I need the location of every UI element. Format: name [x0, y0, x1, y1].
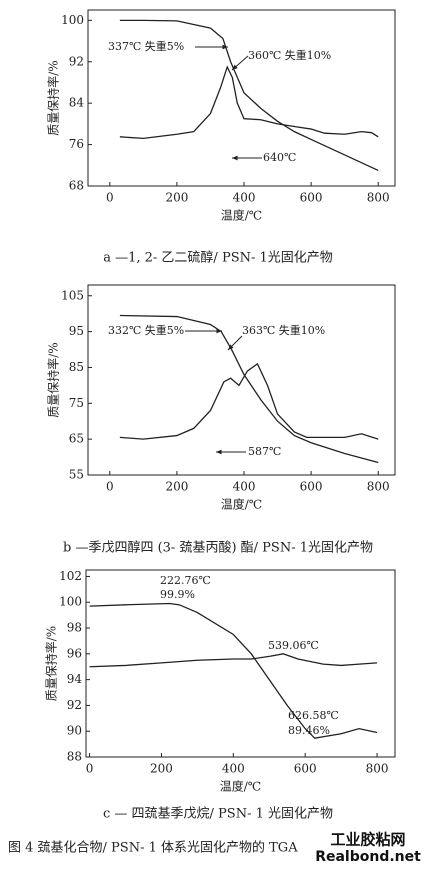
arrow-head	[232, 155, 238, 161]
y-tick-label: 65	[69, 432, 84, 446]
arrow-head	[228, 344, 234, 350]
y-tick-label: 95	[69, 324, 84, 338]
y-tick-label: 98	[67, 621, 82, 635]
chart-caption: a —1, 2- 乙二硫醇/ PSN- 1光固化产物	[103, 250, 333, 266]
chart-caption: c — 四巯基季戊烷/ PSN- 1 光固化产物	[103, 807, 333, 822]
data-line	[89, 602, 378, 739]
x-tick-label: 800	[367, 191, 390, 205]
y-tick-label: 88	[67, 750, 82, 764]
annotation: 222.76℃	[160, 574, 211, 587]
x-tick-label: 600	[300, 480, 323, 494]
x-axis-label: 温度/℃	[221, 208, 262, 223]
y-tick-label: 85	[69, 360, 84, 374]
x-tick-label: 200	[150, 762, 173, 776]
y-tick-label: 68	[69, 179, 84, 193]
y-tick-label: 84	[69, 96, 85, 110]
data-line	[119, 314, 379, 464]
annotation: 360℃ 失重10%	[248, 48, 331, 62]
arrow-head	[216, 328, 222, 334]
annotation: 363℃ 失重10%	[242, 323, 325, 337]
x-tick-label: 600	[294, 762, 317, 776]
annotation: 640℃	[263, 151, 296, 164]
y-tick-label: 75	[69, 396, 84, 410]
annotation: 626.58℃	[288, 709, 339, 722]
arrow-head	[222, 44, 228, 50]
annotation: 337℃ 失重5%	[108, 39, 184, 53]
y-axis-label: 质量保持率/%	[46, 60, 61, 135]
chart-caption: b —季戊四醇四 (3- 巯基丙酸) 酯/ PSN- 1光固化产物	[63, 540, 373, 556]
x-tick-label: 400	[233, 191, 256, 205]
y-tick-label: 92	[67, 698, 82, 712]
x-tick-label: 400	[233, 480, 256, 494]
x-tick-label: 200	[165, 191, 188, 205]
watermark-bg	[300, 830, 436, 866]
plot-frame	[87, 9, 396, 187]
y-tick-label: 100	[59, 595, 82, 609]
watermark: 工业胶粘网	[330, 831, 405, 849]
y-axis-label: 质量保持率/%	[44, 626, 59, 701]
annotation: 539.06℃	[268, 639, 319, 652]
x-tick-label: 800	[367, 480, 390, 494]
x-axis-label: 温度/℃	[220, 779, 261, 794]
data-line	[119, 65, 379, 140]
y-tick-label: 94	[67, 672, 83, 686]
annotation: 99.9%	[160, 588, 195, 601]
data-line	[89, 653, 378, 668]
x-tick-label: 200	[165, 480, 188, 494]
watermark: Realbond.net	[315, 849, 421, 865]
annotation: 89.46%	[288, 724, 330, 737]
data-line	[119, 19, 379, 172]
annotation: 332℃ 失重5%	[108, 323, 184, 337]
y-tick-label: 102	[59, 569, 82, 583]
y-tick-label: 55	[69, 468, 84, 482]
x-tick-label: 0	[106, 191, 114, 205]
y-tick-label: 100	[61, 13, 84, 27]
y-tick-label: 96	[67, 646, 82, 660]
arrow-head	[232, 64, 238, 70]
y-tick-label: 92	[69, 54, 84, 68]
figure-caption: 图 4 巯基化合物/ PSN- 1 体系光固化产物的 TGA 谱图	[8, 840, 328, 856]
plot-frame	[87, 284, 396, 476]
x-tick-label: 0	[86, 762, 94, 776]
x-tick-label: 600	[300, 191, 323, 205]
y-axis-label: 质量保持率/%	[46, 342, 61, 417]
x-tick-label: 400	[222, 762, 245, 776]
annotation: 587℃	[248, 445, 281, 458]
arrow-head	[216, 449, 222, 455]
data-line	[119, 362, 379, 440]
y-tick-label: 90	[67, 724, 82, 738]
x-axis-label: 温度/℃	[221, 497, 262, 512]
x-tick-label: 800	[366, 762, 389, 776]
y-tick-label: 105	[61, 288, 84, 302]
y-tick-label: 76	[69, 137, 84, 151]
plot-frame	[85, 569, 396, 758]
x-tick-label: 0	[106, 480, 114, 494]
